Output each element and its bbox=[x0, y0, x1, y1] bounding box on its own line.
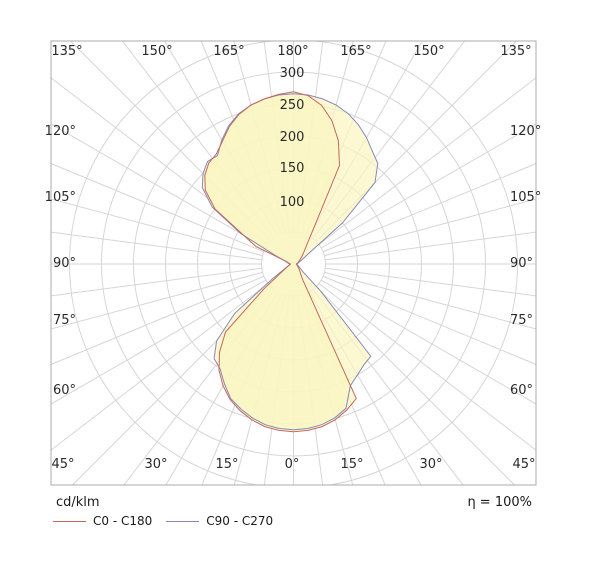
radial-label-300: 300 bbox=[280, 66, 305, 81]
grid-spoke-52.5 bbox=[318, 283, 536, 451]
c90-c270-line-swatch bbox=[166, 520, 200, 522]
legend-row: cd/klm C0 - C180 C90 - C270 η = 100% bbox=[0, 493, 600, 533]
angle-label-bottom-15°: 15° bbox=[340, 457, 363, 472]
grid-spoke-292.5 bbox=[51, 275, 265, 365]
legend-item-c90-c270: C90 - C270 bbox=[166, 514, 273, 528]
curve-c0-c180 bbox=[204, 91, 357, 433]
grid-spoke-127.5 bbox=[318, 77, 536, 245]
angle-label-top-180°: 180° bbox=[277, 44, 308, 59]
angle-label-right-90°: 90° bbox=[510, 256, 533, 271]
grid-spoke-97.5 bbox=[325, 231, 536, 261]
legend-items: C0 - C180 C90 - C270 bbox=[53, 514, 273, 528]
angle-label-top-150°: 150° bbox=[141, 44, 172, 59]
grid-spoke-247.5 bbox=[51, 163, 265, 253]
angle-label-top-135°: 135° bbox=[51, 44, 82, 59]
angle-label-bottom-30°: 30° bbox=[419, 457, 442, 472]
grid-spoke-67.5 bbox=[322, 275, 536, 365]
grid-spoke-300 bbox=[51, 279, 267, 405]
angle-label-left-90°: 90° bbox=[53, 256, 76, 271]
c0-c180-label: C0 - C180 bbox=[93, 514, 153, 528]
plot-frame bbox=[50, 40, 537, 486]
grid-spoke-120 bbox=[320, 123, 536, 249]
angle-label-right-105°: 105° bbox=[510, 190, 541, 205]
grid-spoke-262.5 bbox=[51, 231, 262, 261]
angle-label-top-165°: 165° bbox=[340, 44, 371, 59]
efficiency-label: η = 100% bbox=[467, 495, 532, 510]
angle-label-bottom-30°: 30° bbox=[144, 457, 167, 472]
grid-spoke-60 bbox=[320, 279, 536, 405]
grid-spoke-45 bbox=[315, 286, 516, 485]
angle-label-right-75°: 75° bbox=[510, 313, 533, 328]
grid-spoke-82.5 bbox=[325, 267, 536, 297]
angle-label-left-120°: 120° bbox=[45, 124, 76, 139]
angle-label-left-105°: 105° bbox=[45, 190, 76, 205]
intensity-fill-c0-c180 bbox=[204, 91, 357, 432]
angle-label-bottom-45°: 45° bbox=[51, 457, 74, 472]
grid-spoke-277.5 bbox=[51, 267, 262, 297]
angle-label-left-75°: 75° bbox=[53, 313, 76, 328]
angle-label-left-60°: 60° bbox=[53, 383, 76, 398]
grid-spoke-75 bbox=[324, 271, 536, 330]
grid-spoke-285 bbox=[51, 271, 263, 330]
radial-label-150: 150 bbox=[280, 161, 305, 176]
angle-label-right-120°: 120° bbox=[510, 124, 541, 139]
grid-spoke-307.5 bbox=[51, 283, 269, 451]
radial-label-250: 250 bbox=[280, 98, 305, 113]
angle-label-top-165°: 165° bbox=[213, 44, 244, 59]
radial-label-200: 200 bbox=[280, 130, 305, 145]
angle-label-top-150°: 150° bbox=[413, 44, 444, 59]
grid-spoke-315 bbox=[71, 286, 272, 485]
radial-label-100: 100 bbox=[280, 195, 305, 210]
c0-c180-line-swatch bbox=[53, 520, 86, 522]
grid-spoke-135 bbox=[315, 41, 518, 242]
grid-spoke-240 bbox=[51, 123, 267, 249]
c90-c270-label: C90 - C270 bbox=[206, 514, 274, 528]
angle-label-bottom-15°: 15° bbox=[215, 457, 238, 472]
grid-spoke-105 bbox=[324, 198, 536, 257]
angle-label-bottom-0°: 0° bbox=[285, 457, 300, 472]
unit-label: cd/klm bbox=[56, 495, 100, 510]
angle-label-top-135°: 135° bbox=[500, 44, 531, 59]
angle-label-right-60°: 60° bbox=[510, 383, 533, 398]
grid-spoke-255 bbox=[51, 198, 263, 257]
grid-spoke-232.5 bbox=[51, 77, 269, 245]
angle-label-bottom-45°: 45° bbox=[512, 457, 535, 472]
legend-item-c0-c180: C0 - C180 bbox=[53, 514, 152, 528]
grid-spoke-112.5 bbox=[322, 163, 536, 253]
